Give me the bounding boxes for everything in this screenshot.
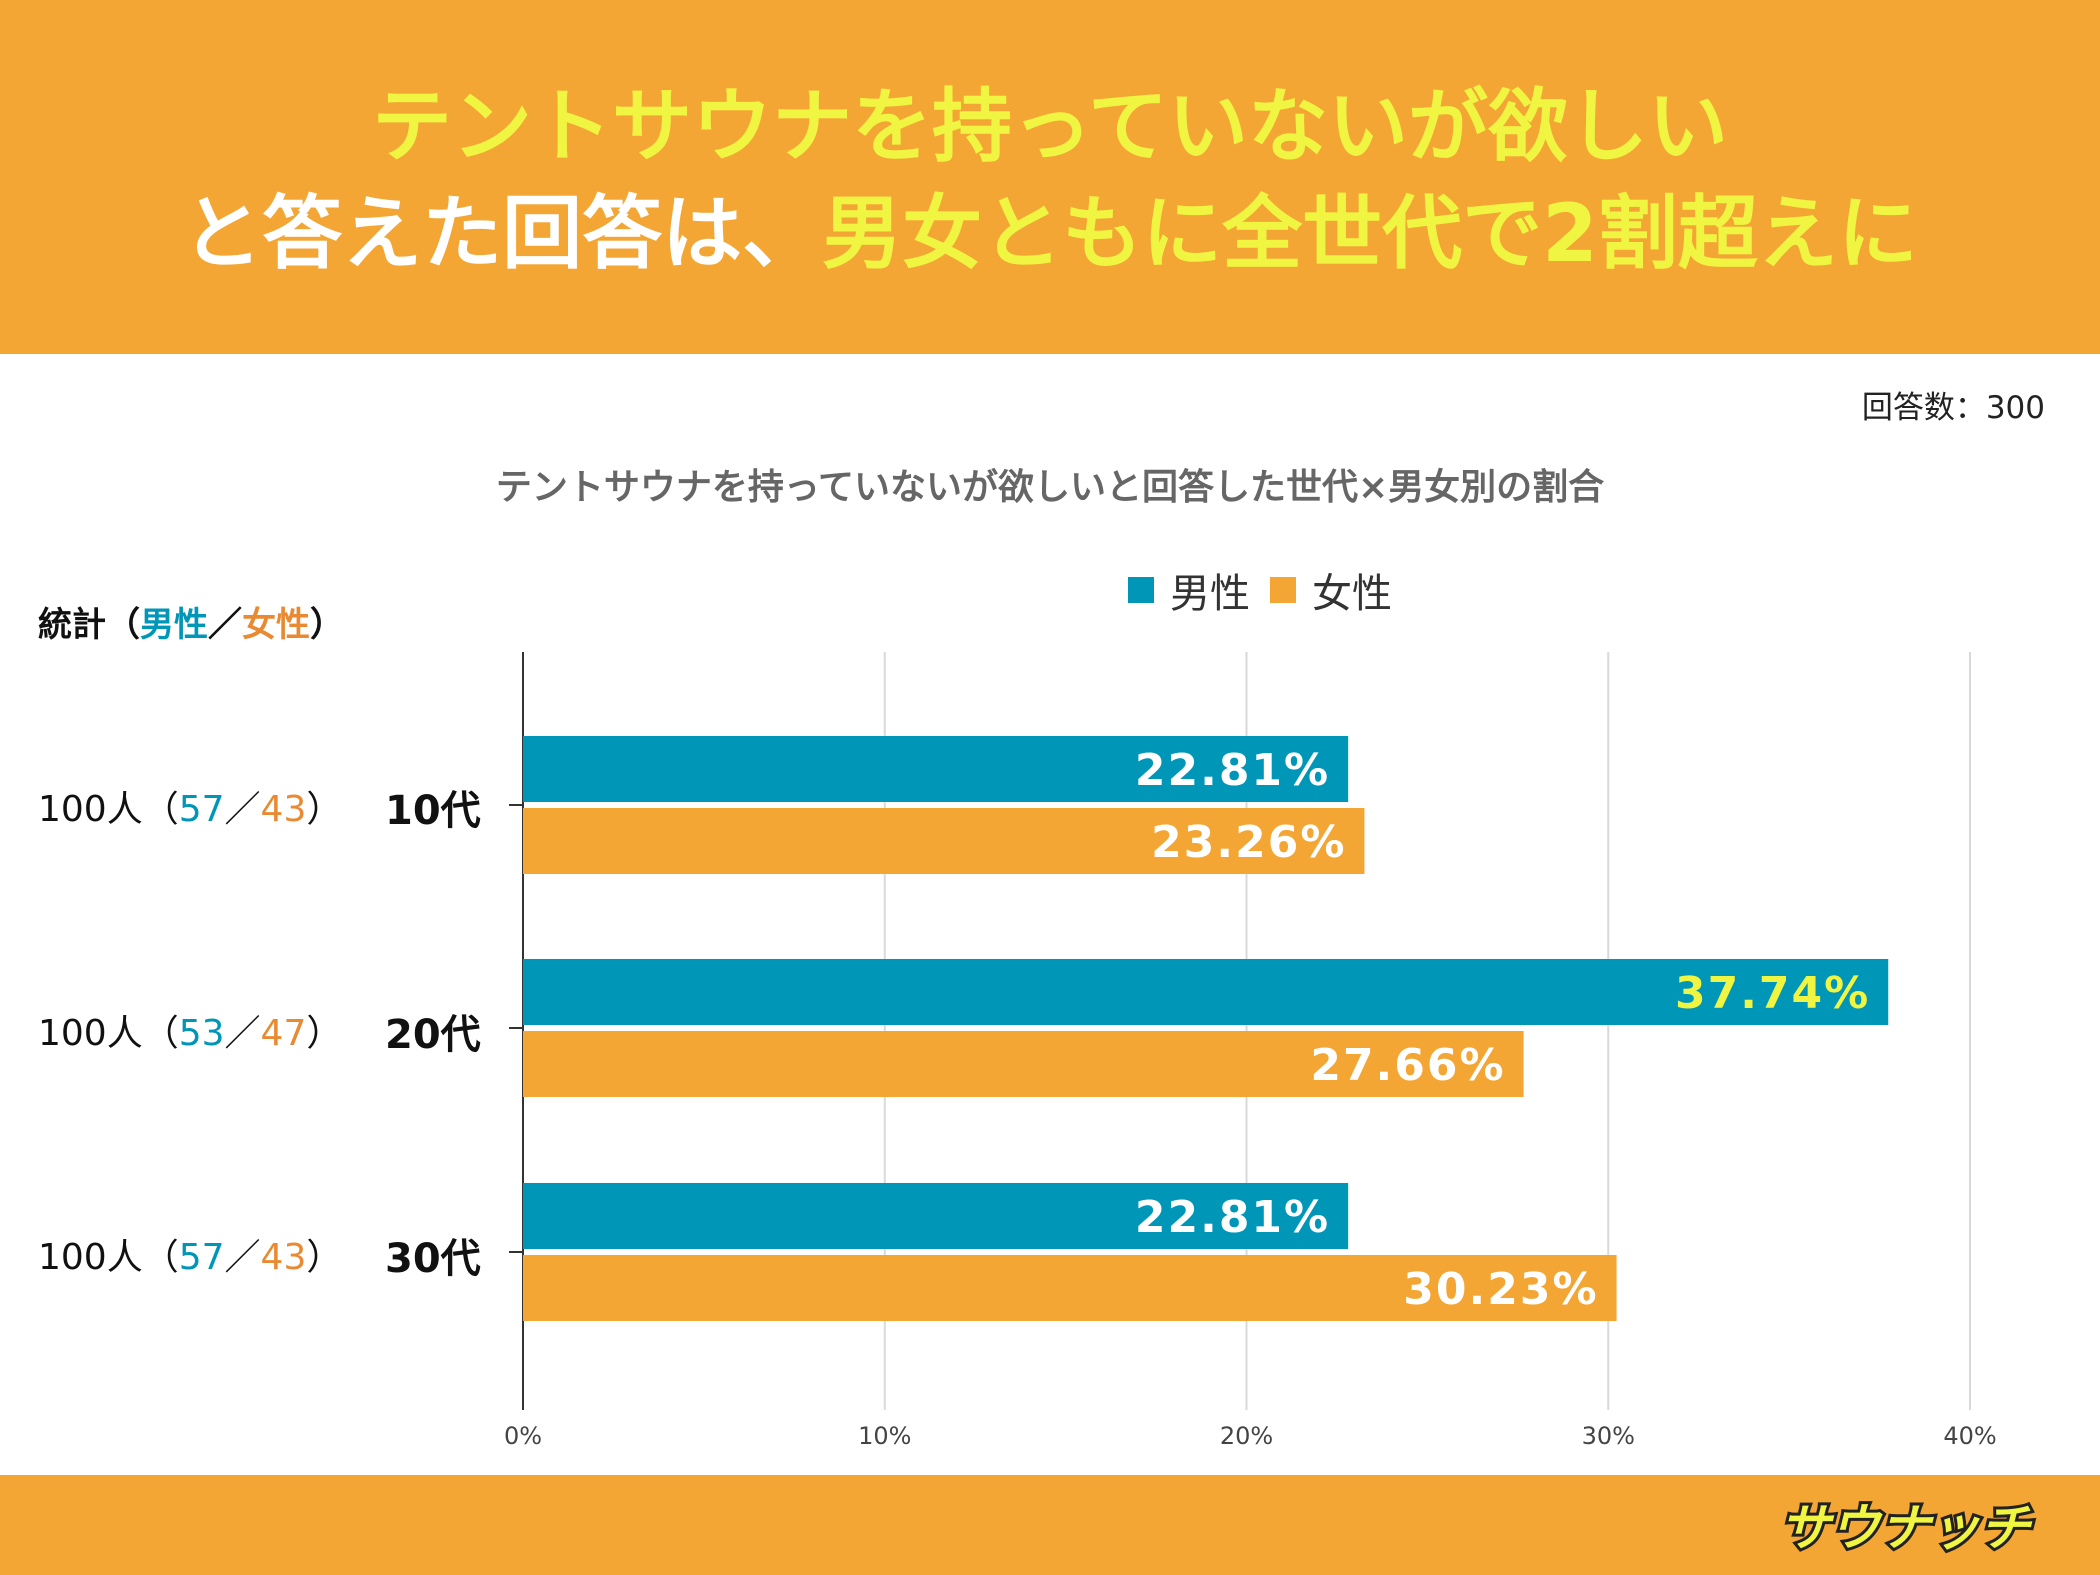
data-label-female: 23.26% bbox=[1151, 817, 1346, 868]
x-tick-label: 0% bbox=[504, 1422, 542, 1450]
headline-line-2-white: と答えた回答は、 bbox=[182, 187, 823, 280]
row-stat-close: ） bbox=[306, 789, 343, 830]
row-stat-female: 43 bbox=[260, 789, 307, 830]
headline-line-1: テントサウナを持っていないが欲しい bbox=[372, 80, 1728, 173]
row-stat-10s: 100人（57／43） bbox=[38, 780, 342, 832]
row-stat-sep: ／ bbox=[224, 1013, 261, 1054]
headline-line-2: と答えた回答は、男女ともに全世代で2割超えに bbox=[0, 184, 2100, 284]
headline-line-2-yellow: 男女ともに全世代で2割超えに bbox=[822, 187, 1918, 280]
row-stat-male: 53 bbox=[178, 1013, 225, 1054]
row-stat-30s: 100人（57／43） bbox=[38, 1228, 342, 1280]
bar-chart: 0% 10% 20% 30% 40% 22.81% 37.74% 22.81% 23.26% 27… bbox=[504, 652, 1997, 1450]
data-label-female: 30.23% bbox=[1403, 1264, 1598, 1315]
x-tick-label: 40% bbox=[1943, 1422, 1996, 1450]
row-stat-close: ） bbox=[306, 1237, 343, 1278]
row-stat-close: ） bbox=[306, 1013, 343, 1054]
row-stat-total: 100人（ bbox=[38, 1013, 179, 1054]
legend-label-female: 女性 bbox=[1312, 571, 1392, 617]
data-label-male: 22.81% bbox=[1135, 745, 1330, 796]
chart-title: テントサウナを持っていないが欲しいと回答した世代×男女別の割合 bbox=[495, 467, 1605, 508]
x-tick-label: 10% bbox=[858, 1422, 911, 1450]
row-stat-total: 100人（ bbox=[38, 1237, 179, 1278]
x-tick-label: 30% bbox=[1582, 1422, 1635, 1450]
bar-female bbox=[523, 1031, 1524, 1097]
row-stat-female: 47 bbox=[260, 1013, 307, 1054]
footer-bar: サウナッチ bbox=[0, 1475, 2100, 1575]
stats-header-prefix: 統計（ bbox=[38, 605, 140, 645]
stats-header-sep: ／ bbox=[208, 605, 242, 645]
row-stat-sep: ／ bbox=[224, 789, 261, 830]
stats-header: 統計（男性／女性） bbox=[38, 597, 344, 646]
x-tick-label: 20% bbox=[1220, 1422, 1273, 1450]
legend-item-male: 男性 bbox=[1128, 561, 1250, 619]
stats-header-male: 男性 bbox=[140, 605, 208, 645]
stats-header-suffix: ） bbox=[310, 605, 344, 645]
row-stat-male: 57 bbox=[178, 789, 225, 830]
row-label-20s: 20代 bbox=[385, 1012, 481, 1058]
legend-swatch-male bbox=[1128, 577, 1154, 603]
data-label-male: 22.81% bbox=[1135, 1192, 1330, 1243]
row-stat-female: 43 bbox=[260, 1237, 307, 1278]
row-stat-total: 100人（ bbox=[38, 789, 179, 830]
response-count: 回答数：300 bbox=[1861, 390, 2045, 426]
row-stat-male: 57 bbox=[178, 1237, 225, 1278]
sauna-logo: サウナッチ bbox=[1777, 1496, 2036, 1560]
bar-female bbox=[523, 808, 1365, 874]
header-banner: テントサウナを持っていないが欲しい と答えた回答は、男女ともに全世代で2割超えに bbox=[0, 0, 2100, 354]
chart-legend: 男性 女性 bbox=[1128, 561, 1392, 619]
data-label-male: 37.74% bbox=[1675, 968, 1870, 1019]
data-label-female: 27.66% bbox=[1310, 1040, 1505, 1091]
row-label-30s: 30代 bbox=[385, 1236, 481, 1282]
bar-male bbox=[523, 736, 1349, 802]
legend-item-female: 女性 bbox=[1270, 561, 1392, 619]
bar-female bbox=[523, 1255, 1617, 1321]
logo-text: サウナッチ bbox=[1780, 1499, 2033, 1557]
row-stat-20s: 100人（53／47） bbox=[38, 1004, 342, 1056]
bar-male bbox=[523, 1183, 1349, 1249]
legend-swatch-female bbox=[1270, 577, 1296, 603]
stats-header-female: 女性 bbox=[242, 605, 310, 645]
bar-male bbox=[523, 959, 1889, 1025]
legend-label-male: 男性 bbox=[1170, 571, 1250, 617]
row-label-10s: 10代 bbox=[385, 788, 481, 834]
row-stat-sep: ／ bbox=[224, 1237, 261, 1278]
